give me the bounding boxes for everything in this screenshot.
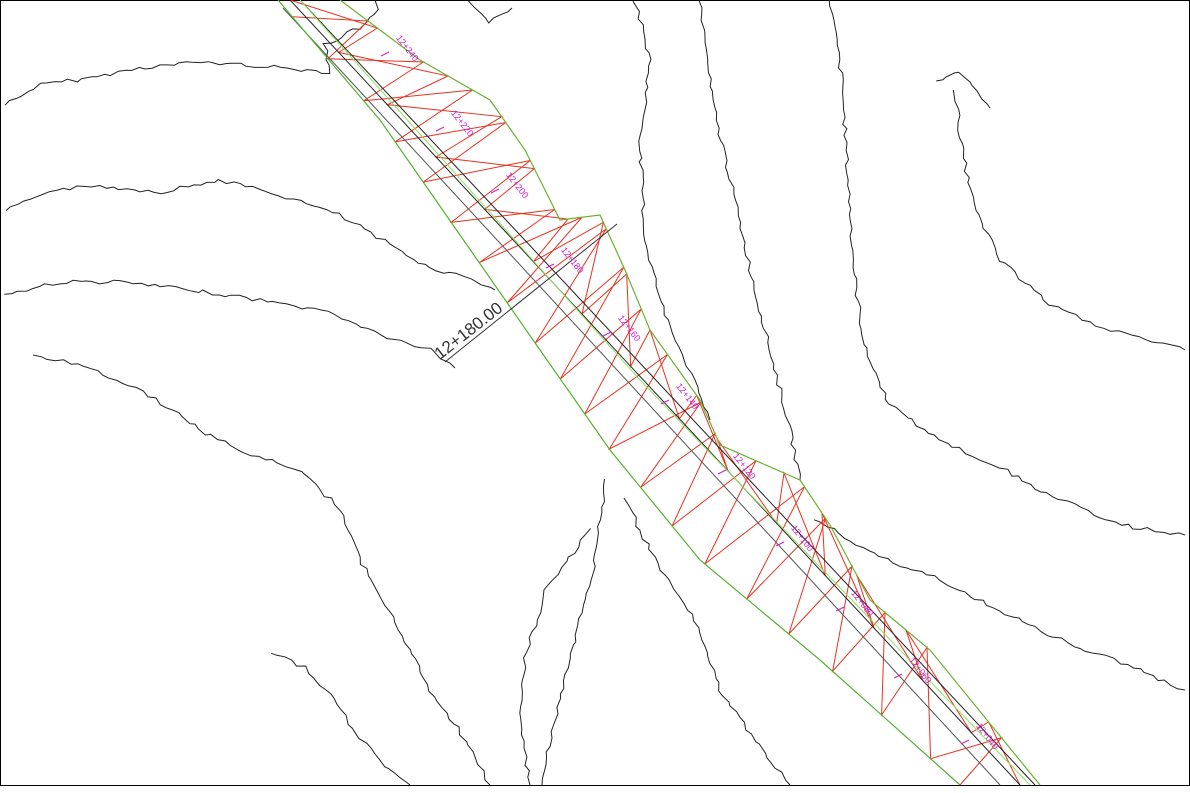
- station-tick: [660, 399, 670, 405]
- contour-line: [468, 0, 513, 24]
- station-tick: [545, 263, 555, 269]
- station-tick: [380, 51, 390, 57]
- contour-line: [632, 1, 711, 421]
- centerline: [289, 0, 1021, 786]
- alignment: [277, 0, 1041, 786]
- green-edge: [299, 0, 1031, 786]
- station-tick: [775, 541, 785, 547]
- edge-line: [299, 0, 1036, 786]
- contours: [4, 0, 1186, 786]
- contour-line: [32, 354, 491, 786]
- contour-line: [271, 652, 411, 786]
- contour-line: [936, 71, 991, 109]
- edge-line: [282, 7, 1001, 786]
- green-edge: [277, 0, 961, 786]
- contour-line: [4, 0, 379, 106]
- contour-line: [952, 89, 1186, 351]
- station-tick: [893, 673, 903, 679]
- station-tick: [490, 188, 500, 194]
- contour-line: [541, 478, 606, 786]
- contour-line: [5, 178, 496, 291]
- station-tick: [435, 126, 445, 132]
- contour-line: [813, 519, 1186, 691]
- green-edge: [339, 0, 1041, 786]
- station-tick: [602, 331, 612, 337]
- station-tick: [835, 606, 845, 612]
- station-tick: [960, 739, 970, 745]
- callout-leader: [444, 223, 618, 363]
- contour-line: [519, 528, 591, 786]
- station-tick: [717, 469, 727, 475]
- contour-line: [828, 0, 1186, 536]
- contour-line: [4, 279, 456, 369]
- contour-line: [623, 497, 791, 786]
- contour-line: [698, 0, 801, 481]
